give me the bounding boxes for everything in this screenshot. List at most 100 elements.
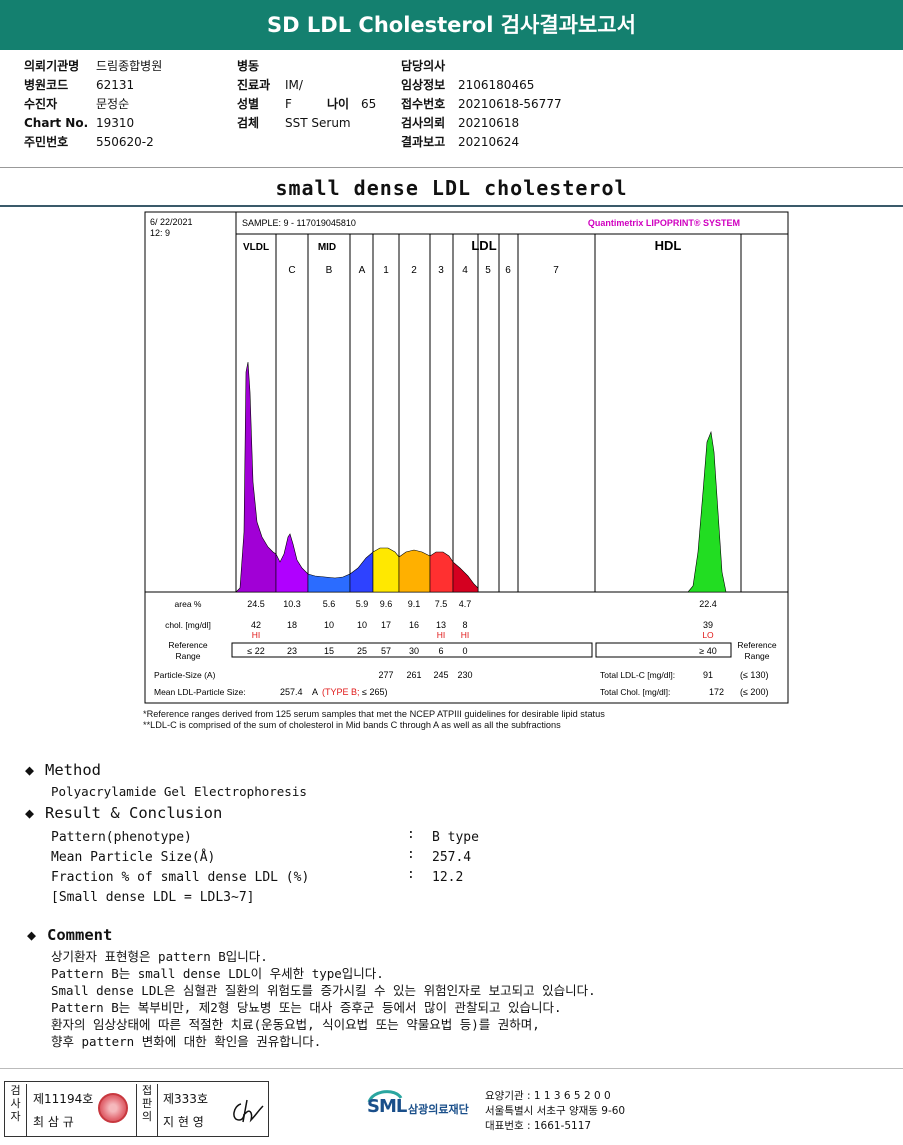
area-value: 9.1 (408, 599, 421, 609)
band-label: 5 (485, 265, 491, 276)
row-label-mean: Mean LDL-Particle Size: (154, 687, 246, 697)
org-address: 요양기관 : 1 1 3 6 5 2 0 0 서울특별시 서초구 양재동 9-6… (485, 1090, 626, 1132)
info-row: 담당의사 (401, 59, 446, 73)
profile-band-fill (429, 551, 454, 593)
band-label: 6 (505, 265, 511, 276)
area-value: 9.6 (380, 599, 393, 609)
result-note: [Small dense LDL = LDL3~7] (51, 890, 255, 905)
sml-text: SML (367, 1096, 407, 1117)
area-value: 4.7 (459, 599, 472, 609)
patient-info-col1: 의뢰기관명 드림종합병원 병원코드 62131 수진자 문정순 Chart No. 19… (24, 57, 162, 152)
area-value: 5.9 (356, 599, 369, 609)
total-ldl-ref: (≤ 130) (740, 670, 768, 680)
info-row: 검체 SST Serum (237, 116, 351, 130)
reference-value: ≥ 40 (699, 646, 716, 656)
chol-value: 17 (381, 620, 391, 630)
area-value: 7.5 (435, 599, 448, 609)
chol-value: 8 (462, 620, 467, 630)
result-colon: : (407, 847, 415, 862)
comment-line: Pattern B는 복부비만, 제2형 당뇨병 또는 대사 증후군 등에서 많… (51, 1000, 562, 1015)
result-value: 257.4 (432, 850, 472, 865)
info-row: 결과보고 20210624 (401, 135, 520, 149)
row-label-ref-right: Reference (737, 640, 776, 650)
profile-band-fill (452, 561, 479, 593)
total-chol-label: Total Chol. [mg/dl]: (600, 687, 670, 697)
mean-particle-unit: A (312, 687, 318, 697)
flag-label: HI (461, 630, 470, 640)
info-row: 임상정보 2106180465 (401, 78, 535, 92)
reference-value: ≤ 22 (247, 646, 264, 656)
reference-value: 23 (287, 646, 297, 656)
band-label: 7 (553, 265, 559, 276)
info-row: Chart No. 19310 (24, 116, 135, 130)
particle-size-value: 261 (406, 670, 421, 680)
info-row: 접수번호 20210618-56777 (401, 97, 562, 111)
approver-license: 제333호 (163, 1092, 208, 1106)
group-label-ldl: LDL (471, 238, 496, 253)
profile-band-fill (235, 361, 277, 593)
info-row: 병원코드 62131 (24, 78, 135, 92)
row-label-ref-right: Range (744, 651, 769, 661)
patient-info-col3: 담당의사 임상정보 2106180465 접수번호 20210618-56777 검… (401, 57, 562, 152)
profile-hdl-fill (687, 430, 727, 593)
info-row: 의뢰기관명 드림종합병원 (24, 59, 163, 73)
flag-label: LO (702, 630, 714, 640)
band-label: 1 (383, 265, 389, 276)
reference-value: 6 (438, 646, 443, 656)
inspector-license: 제11194호 (33, 1092, 94, 1106)
mean-particle-value: 257.4 (280, 687, 303, 697)
footnote-1: *Reference ranges derived from 125 serum… (143, 709, 605, 719)
diamond-bullet-icon: ◆ (25, 761, 35, 779)
mean-type-label: (TYPE B; (322, 687, 360, 697)
total-ldl-label: Total LDL-C [mg/dl]: (600, 670, 675, 680)
result-heading: ◆ Result & Conclusion (25, 804, 223, 822)
row-label-chol: chol. [mg/dl] (165, 620, 211, 630)
divider (0, 205, 903, 207)
chol-value: 13 (436, 620, 446, 630)
reference-box (231, 642, 593, 658)
chart-time: 12: 9 (150, 228, 170, 238)
comment-heading: ◆ Comment (27, 926, 113, 944)
row-label-ref: Reference (168, 640, 207, 650)
chol-value: 10 (324, 620, 334, 630)
particle-size-value: 230 (457, 670, 472, 680)
lipoprint-chart: 6/ 22/2021 12: 9 SAMPLE: 9 - 117019045810 Q… (140, 210, 790, 705)
chol-value: 18 (287, 620, 297, 630)
info-row: 병동 (237, 59, 260, 73)
reference-value: 15 (324, 646, 334, 656)
result-label: Pattern(phenotype) (51, 830, 192, 845)
flag-label: HI (252, 630, 261, 640)
band-label: C (288, 265, 295, 276)
chart-date: 6/ 22/2021 (150, 217, 193, 227)
result-value: 12.2 (432, 870, 464, 885)
comment-line: Pattern B는 small dense LDL이 우세한 type입니다. (51, 966, 384, 981)
report-title: SD LDL Cholesterol 검사결과보고서 (0, 0, 903, 50)
area-value: 24.5 (247, 599, 265, 609)
approver-vertical-label: 접 판 의 (136, 1084, 158, 1136)
divider (0, 1068, 903, 1069)
reference-value: 25 (357, 646, 367, 656)
group-label-vldl: VLDL (243, 242, 269, 253)
result-colon: : (407, 867, 415, 882)
reference-box-hdl (595, 642, 732, 658)
band-label: 4 (462, 265, 468, 276)
signature-icon (233, 1099, 264, 1123)
info-row: 수진자 문정순 (24, 97, 130, 111)
total-ldl-value: 91 (703, 670, 713, 680)
inspector-vertical-label: 검 사 자 (5, 1084, 27, 1136)
total-chol-ref: (≤ 200) (740, 687, 768, 697)
result-label: Mean Particle Size(Å) (51, 850, 216, 865)
row-label-ref: Range (175, 651, 200, 661)
group-label-mid: MID (318, 242, 336, 253)
comment-line: 향후 pattern 변화에 대한 확인을 권유합니다. (51, 1034, 322, 1049)
footnote-2: **LDL-C is comprised of the sum of chole… (143, 720, 561, 730)
row-label-area: area % (175, 599, 202, 609)
section-title: small dense LDL cholesterol (275, 176, 628, 200)
result-value: B type (432, 830, 479, 845)
signature-box: 검 사 자 제11194호 최 삼 규 접 판 의 제333호 지 현 영 (4, 1081, 269, 1137)
chol-value: 39 (703, 620, 713, 630)
approver-name: 지 현 영 (163, 1115, 204, 1129)
diamond-bullet-icon: ◆ (27, 926, 37, 944)
area-value: 5.6 (323, 599, 336, 609)
